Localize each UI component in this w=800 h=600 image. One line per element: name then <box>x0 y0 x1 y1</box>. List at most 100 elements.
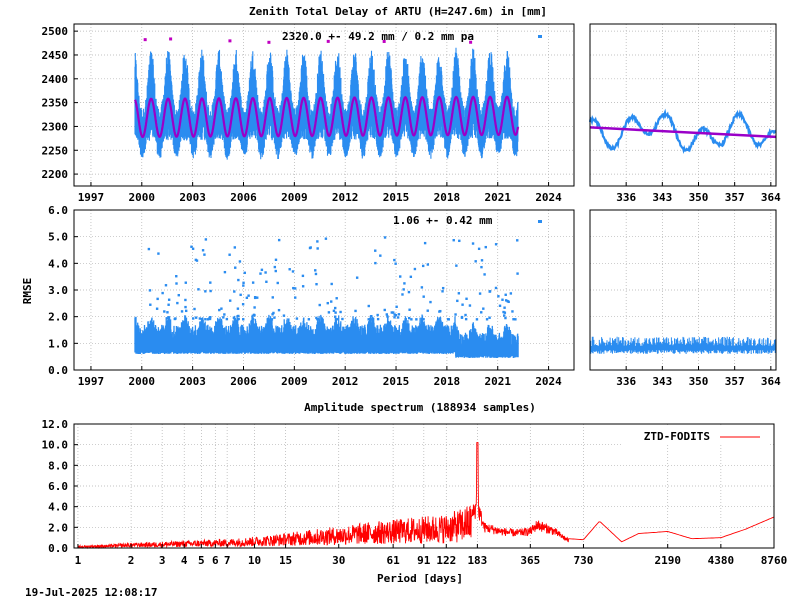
ztd-x-tick-label: 2018 <box>434 191 461 204</box>
ztd-detail-model <box>589 126 777 139</box>
rmse-outlier-point <box>393 313 396 316</box>
rmse-outlier-point <box>242 284 245 287</box>
rmse-outlier-point <box>175 275 178 278</box>
ztd-x-tick-label: 2015 <box>383 191 410 204</box>
rmse-outlier-point <box>503 314 506 317</box>
rmse-outlier-point <box>149 303 152 306</box>
ztd-x-tick-label: 2009 <box>281 191 308 204</box>
rmse-outlier-point <box>460 316 464 319</box>
ztd-y-tick-label: 2500 <box>42 25 69 38</box>
rmse-outlier-point <box>276 281 279 285</box>
rmse-outlier-point <box>484 245 487 249</box>
ztd-detail-x-tick-label: 350 <box>689 191 709 204</box>
ztd-detail-x-tick-label: 343 <box>652 191 672 204</box>
rmse-x-tick-label: 2012 <box>332 375 359 388</box>
spectrum-x-tick-label: 2 <box>128 554 135 567</box>
rmse-outlier-point <box>156 297 159 301</box>
rmse-outlier-point <box>256 296 259 299</box>
rmse-outlier-point <box>291 270 295 273</box>
spectrum-x-tick-label: 91 <box>417 554 431 567</box>
rmse-outlier-point <box>201 249 205 252</box>
rmse-outlier-point <box>516 272 519 275</box>
ztd-y-tick-label: 2400 <box>42 73 69 86</box>
rmse-outlier-point <box>301 274 305 278</box>
rmse-outlier-point <box>504 316 507 320</box>
rmse-detail-x-tick-label: 336 <box>616 375 636 388</box>
ztd-x-tick-label: 2021 <box>484 191 511 204</box>
rmse-outlier-point <box>167 316 170 319</box>
rmse-x-tick-label: 2024 <box>535 375 562 388</box>
rmse-outlier-point <box>452 238 455 242</box>
rmse-y-ticks: 0.0 1.0 2.0 3.0 4.0 5.0 6.0 <box>48 204 78 377</box>
rmse-outlier-point <box>376 317 380 321</box>
spectrum-y-ticks: 0.0 2.0 4.0 6.0 8.0 10.0 12.0 <box>42 418 78 555</box>
rmse-outlier-point <box>509 292 513 295</box>
rmse-outlier-point <box>197 288 200 291</box>
rmse-outlier-point <box>166 311 169 314</box>
rmse-outlier-point <box>314 269 317 272</box>
rmse-outlier-point <box>274 269 277 273</box>
rmse-outlier-point <box>455 264 458 267</box>
rmse-outlier-point <box>222 316 225 319</box>
spectrum-line <box>77 442 774 550</box>
rmse-outlier-point <box>386 315 389 318</box>
rmse-outlier-point <box>204 238 208 241</box>
spectrum-y-tick-label: 6.0 <box>48 480 68 493</box>
rmse-outlier-point <box>315 316 318 320</box>
rmse-y-tick-label: 5.0 <box>48 231 68 244</box>
rmse-y-tick-label: 0.0 <box>48 364 68 377</box>
rmse-outlier-point <box>194 316 198 319</box>
rmse-outlier-point <box>488 290 491 293</box>
ztd-detail-x-tick-label: 336 <box>616 191 636 204</box>
ztd-x-tick-label: 2012 <box>332 191 359 204</box>
rmse-outlier-point <box>232 316 236 319</box>
ztd-x-tick-label: 1997 <box>78 191 105 204</box>
rmse-outlier-point <box>330 300 333 303</box>
rmse-outlier-point <box>173 317 177 321</box>
rmse-outlier-point <box>251 318 255 321</box>
rmse-outlier-point <box>399 275 402 278</box>
rmse-outlier-point <box>177 293 180 297</box>
rmse-observations <box>134 236 519 358</box>
rmse-outlier-point <box>376 313 379 317</box>
rmse-outlier-point <box>184 305 187 309</box>
ztd-outlier-point <box>326 39 330 43</box>
spectrum-x-axis-label: Period [days] <box>377 572 463 585</box>
spectrum-x-tick-label: 5 <box>198 554 205 567</box>
rmse-outlier-point <box>228 253 231 256</box>
rmse-x-tick-label: 2021 <box>484 375 511 388</box>
rmse-outlier-point <box>225 317 229 321</box>
rmse-outlier-point <box>180 310 184 313</box>
rmse-outlier-point <box>277 238 281 242</box>
rmse-outlier-point <box>252 313 256 317</box>
rmse-outlier-point <box>456 299 459 303</box>
ztd-y-tick-label: 2300 <box>42 120 69 133</box>
rmse-outlier-point <box>155 307 159 310</box>
ztd-model-curve <box>134 95 520 138</box>
rmse-outlier-point <box>292 286 295 290</box>
rmse-outlier-point <box>457 292 461 295</box>
rmse-outlier-point <box>293 287 297 290</box>
rmse-outlier-point <box>503 306 506 309</box>
spectrum-legend-box <box>622 427 770 445</box>
rmse-outlier-point <box>502 310 505 314</box>
rmse-observation-band <box>134 314 519 358</box>
rmse-outlier-point <box>426 263 430 266</box>
spectrum-legend-label: ZTD-FODITS <box>644 430 710 443</box>
rmse-x-tick-label: 2006 <box>230 375 257 388</box>
rmse-outlier-point <box>184 281 187 284</box>
rmse-outlier-point <box>374 249 377 252</box>
rmse-x-tick-label: 2018 <box>434 375 461 388</box>
rmse-outlier-point <box>236 307 240 310</box>
rmse-outlier-point <box>165 317 169 320</box>
ztd-observation-band <box>134 47 519 160</box>
rmse-outlier-point <box>318 303 321 307</box>
ztd-observations <box>134 47 519 160</box>
ztd-detail-observations <box>588 108 777 154</box>
rmse-outlier-point <box>438 317 442 320</box>
rmse-outlier-point <box>504 299 508 302</box>
spectrum-x-tick-label: 3 <box>159 554 166 567</box>
rmse-x-tick-label: 2000 <box>129 375 156 388</box>
rmse-outlier-point <box>228 299 232 302</box>
rmse-outlier-point <box>265 280 268 283</box>
